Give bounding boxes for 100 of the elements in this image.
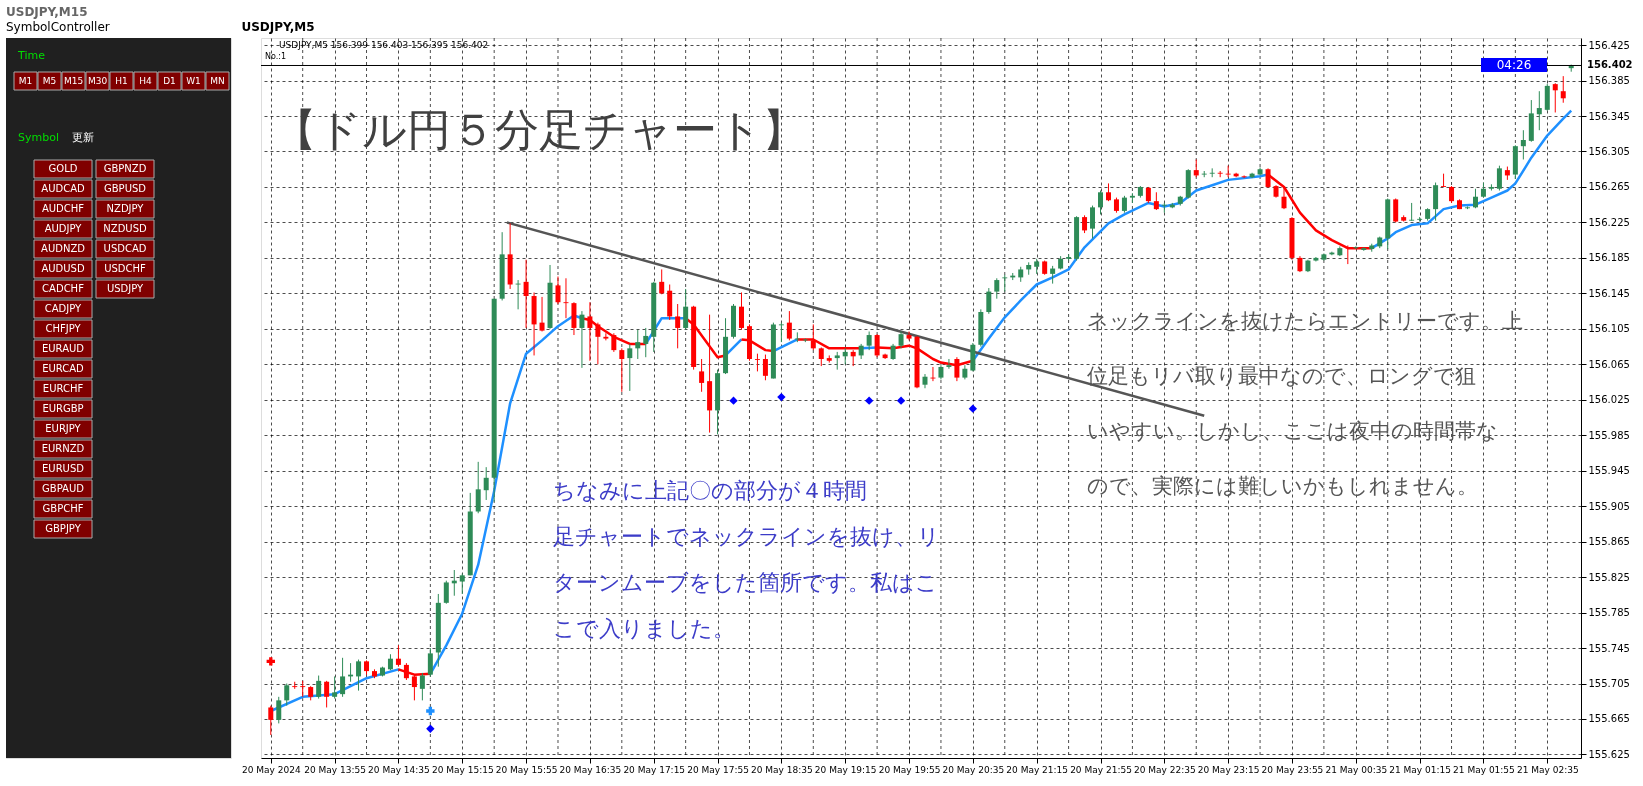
- y-tick-label: 155.985: [1588, 429, 1630, 441]
- candlestick: [683, 288, 689, 331]
- text: M1: [18, 76, 33, 86]
- y-tick-label: 155.905: [1588, 500, 1630, 512]
- x-tick-label: 20 May 17:55: [687, 764, 749, 775]
- y-tick-label: 156.185: [1588, 252, 1630, 264]
- y-tick-label: 155.825: [1588, 571, 1630, 583]
- candlestick: [1472, 188, 1478, 209]
- candlestick: [324, 680, 330, 708]
- text: EURAUD: [41, 343, 85, 354]
- annotation: ネックラインを抜けたらエントリーです。上: [1087, 309, 1523, 333]
- text: W1: [186, 76, 201, 86]
- text: AUDJPY: [44, 223, 83, 234]
- x-tick-label: 20 May 19:15: [814, 764, 877, 775]
- text: USDCAD: [103, 243, 147, 254]
- y-tick-label: 156.105: [1588, 323, 1630, 335]
- y-tick-label: 156.145: [1588, 287, 1630, 299]
- y-tick-label: 156.345: [1588, 110, 1630, 122]
- candlestick: [738, 291, 744, 331]
- text: H4: [139, 76, 153, 86]
- text: SymbolController: [6, 20, 110, 34]
- annotation: 04:26: [1496, 58, 1532, 72]
- y-tick-label: 155.705: [1588, 678, 1630, 690]
- text: CHFJPY: [45, 323, 82, 334]
- x-tick-label: 20 May 18:35: [751, 764, 813, 775]
- text: NZDJPY: [106, 203, 145, 214]
- text: GBPNZD: [103, 163, 147, 174]
- candlestick: [866, 331, 872, 351]
- text: GBPUSD: [103, 183, 147, 194]
- candlestick: [778, 322, 784, 343]
- candlestick: [1520, 129, 1526, 160]
- candlestick: [1409, 202, 1415, 222]
- x-tick-label: 20 May 23:15: [1197, 764, 1260, 775]
- text: EURGBP: [42, 403, 84, 414]
- candlestick: [555, 276, 561, 305]
- point: [426, 724, 435, 733]
- annotation: こで入りました。: [553, 616, 735, 641]
- point: [968, 404, 978, 413]
- text: MN: [210, 76, 225, 86]
- y-tick-label: 156.425: [1588, 39, 1630, 51]
- candlestick: [627, 343, 633, 392]
- candlestick: [1560, 75, 1566, 104]
- candlestick: [1544, 83, 1550, 112]
- x-tick-label: 20 May 15:15: [431, 764, 494, 775]
- text: USDCHF: [104, 263, 147, 274]
- text: M5: [42, 76, 57, 86]
- annotation: 足チャートでネックラインを抜け、リ: [553, 524, 940, 549]
- x-tick-label: 20 May 14:35: [368, 764, 430, 775]
- candlestick: [1496, 165, 1502, 192]
- annotation: 【ドル円５分足チャート】: [273, 104, 806, 155]
- candlestick: [316, 675, 322, 700]
- candlestick: [1552, 82, 1558, 113]
- y-tick-label: 156.025: [1588, 394, 1630, 406]
- candlestick: [563, 277, 569, 319]
- candlestick: [515, 279, 521, 310]
- text: EURNZD: [41, 443, 85, 454]
- x-tick-label: 20 May 19:55: [878, 764, 941, 775]
- x-tick-label: 20 May 13:55: [304, 764, 366, 775]
- y-tick-label: 155.745: [1588, 642, 1630, 654]
- point: [777, 392, 786, 402]
- candlestick: [276, 696, 282, 724]
- point: [896, 396, 906, 405]
- text: CADCHF: [42, 283, 85, 294]
- annotation: 位足もリバ取り最中なので、ロングで狙: [1087, 364, 1476, 388]
- candlestick: [284, 683, 290, 707]
- text: AUDUSD: [41, 263, 85, 274]
- text: EURCAD: [42, 363, 85, 374]
- text: GOLD: [48, 163, 78, 174]
- y-tick-label: 156.225: [1588, 216, 1630, 228]
- candlestick: [332, 675, 338, 700]
- candlestick: [395, 644, 401, 668]
- x-tick-label: 20 May 15:55: [495, 764, 558, 775]
- candlestick: [340, 657, 346, 698]
- text: AUDCHF: [41, 203, 85, 214]
- x-tick-label: 21 May 01:55: [1453, 764, 1515, 775]
- y-tick-label: 156.265: [1588, 181, 1630, 193]
- candlestick: [268, 705, 274, 736]
- annotation: ので、実際には難しいかもしれません。: [1087, 474, 1478, 498]
- annotation: いやすい。しかし、ここは夜中の時間帯な: [1087, 419, 1498, 443]
- text: EURUSD: [42, 463, 85, 474]
- candlestick: [1433, 182, 1439, 222]
- annotation: ターンムーブをした箇所です。私はこ: [553, 570, 938, 595]
- x-tick-label: 21 May 01:15: [1389, 764, 1451, 775]
- y-tick-label: 156.305: [1588, 146, 1630, 157]
- x-tick-label: 20 May 21:55: [1070, 764, 1132, 775]
- candlestick: [356, 659, 362, 692]
- candlestick: [1441, 173, 1447, 188]
- point: [864, 396, 874, 405]
- y-tick-label: 155.665: [1588, 713, 1630, 725]
- text: M15: [63, 76, 84, 86]
- x-tick-label: 20 May 16:35: [559, 764, 622, 775]
- text: NZDUSD: [103, 223, 147, 234]
- text: Time: [17, 49, 46, 62]
- text: M30: [87, 76, 108, 86]
- text: AUDNZD: [41, 243, 86, 254]
- candlestick: [300, 680, 306, 698]
- y-tick-label: 155.625: [1588, 748, 1630, 760]
- point: [729, 396, 738, 405]
- candlestick: [699, 358, 705, 393]
- x-tick-label: 20 May 21:15: [1006, 764, 1069, 775]
